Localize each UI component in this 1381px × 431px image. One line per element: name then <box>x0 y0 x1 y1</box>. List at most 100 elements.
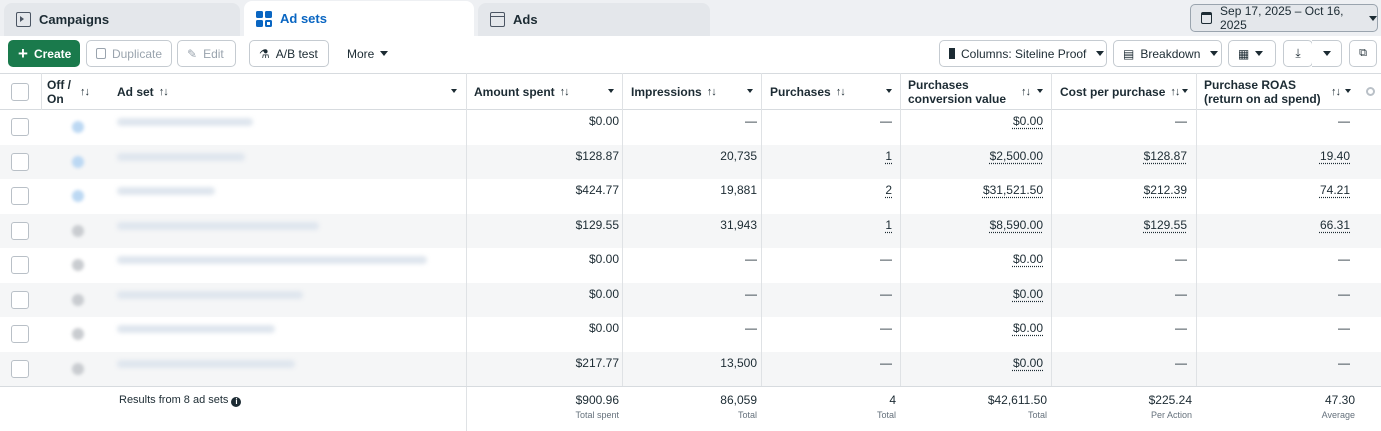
table-row[interactable]: $217.77 13,500 — $0.00 — — <box>0 351 1381 386</box>
table-row[interactable]: $128.87 20,735 1 $2,500.00 $128.87 19.40 <box>0 144 1381 179</box>
row-checkbox[interactable] <box>11 290 29 309</box>
row-checkbox[interactable] <box>11 359 29 378</box>
tab-ads[interactable]: Ads <box>478 3 710 36</box>
column-header-purchases-conversion-value[interactable]: Purchases conversion value ↑↓ <box>908 74 1051 110</box>
column-header-purchases[interactable]: Purchases ↑↓ <box>770 74 900 110</box>
calendar-icon <box>1201 12 1213 24</box>
row-checkbox[interactable] <box>11 152 29 171</box>
table-row[interactable]: $129.55 31,943 1 $8,590.00 $129.55 66.31 <box>0 213 1381 248</box>
amount-spent-cell: $424.77 <box>575 183 619 197</box>
delivery-toggle[interactable] <box>72 224 84 237</box>
tab-campaigns[interactable]: Campaigns <box>4 3 240 36</box>
column-divider <box>1196 73 1197 386</box>
ad-set-name-redacted[interactable] <box>117 118 253 126</box>
create-button[interactable]: + Create <box>8 40 80 67</box>
more-button[interactable]: More <box>337 40 397 67</box>
delivery-toggle[interactable] <box>72 362 84 375</box>
cost-per-purchase-cell: $129.55 <box>1143 217 1187 232</box>
ad-set-name-redacted[interactable] <box>117 221 319 230</box>
chevron-down-icon <box>1210 51 1219 56</box>
delivery-toggle[interactable] <box>72 121 84 133</box>
total-roas-caption: Average <box>1321 410 1355 420</box>
ab-test-button[interactable]: ⚗ A/B test <box>249 40 329 67</box>
tab-ad-sets[interactable]: Ad sets <box>244 1 474 36</box>
edit-button[interactable]: ✎ Edit <box>177 40 236 67</box>
tab-label: Campaigns <box>39 12 110 27</box>
date-range-label: Sep 17, 2025 – Oct 16, 2025 <box>1220 4 1344 32</box>
purchases-cell: 1 <box>885 217 892 232</box>
chevron-down-icon <box>380 51 389 56</box>
row-checkbox[interactable] <box>11 325 29 343</box>
reports-button[interactable]: ▦ <box>1228 40 1276 67</box>
delivery-toggle[interactable] <box>72 190 84 202</box>
table-row[interactable]: $0.00 — — $0.00 — — <box>0 282 1381 317</box>
purchases-cell: 1 <box>885 148 892 163</box>
ad-set-name-redacted[interactable] <box>117 256 427 264</box>
conversion-value-cell: $8,590.00 <box>989 217 1043 232</box>
download-icon: ⤓ <box>1295 46 1301 60</box>
table-row[interactable]: $0.00 — — $0.00 — — <box>0 110 1381 145</box>
columns-icon <box>949 48 955 59</box>
total-conversion-value-caption: Total <box>1027 410 1047 420</box>
row-checkbox[interactable] <box>11 187 29 205</box>
purchases-cell: — <box>880 321 892 335</box>
chevron-down-icon <box>608 89 614 93</box>
row-checkbox[interactable] <box>11 256 29 274</box>
ad-set-name-redacted[interactable] <box>117 152 245 161</box>
chevron-down-icon <box>1369 15 1377 21</box>
column-header-cost-per-purchase[interactable]: Cost per purchase ↑↓ <box>1060 74 1196 110</box>
charts-button[interactable]: ⧉ <box>1349 40 1377 67</box>
conversion-value-cell: $0.00 <box>1012 114 1043 128</box>
cost-per-purchase-cell: — <box>1175 286 1187 301</box>
roas-cell: 19.40 <box>1319 148 1350 163</box>
breakdown-icon: ▤ <box>1123 46 1135 61</box>
column-header-ad-set[interactable]: Ad set ↑↓ <box>117 74 465 110</box>
cost-per-purchase-cell: $212.39 <box>1143 183 1187 197</box>
columns-button[interactable]: Columns: Siteline Proof <box>939 40 1107 67</box>
conversion-value-cell: $31,521.50 <box>982 183 1043 197</box>
export-menu-button[interactable] <box>1312 40 1342 67</box>
breakdown-button[interactable]: ▤ Breakdown <box>1113 40 1222 67</box>
info-icon[interactable]: i <box>231 397 242 407</box>
table-row[interactable]: $424.77 19,881 2 $31,521.50 $212.39 74.21 <box>0 179 1381 214</box>
chevron-down-icon <box>1037 89 1043 93</box>
table-header: Off / On ↑↓ Ad set ↑↓ Amount spent ↑↓ Im… <box>0 73 1381 110</box>
ad-set-name-redacted[interactable] <box>117 290 303 299</box>
column-header-impressions[interactable]: Impressions ↑↓ <box>631 74 761 110</box>
impressions-cell: 20,735 <box>720 148 757 163</box>
more-label: More <box>347 46 375 61</box>
column-header-purchase-roas[interactable]: Purchase ROAS (return on ad spend) ↑↓ <box>1204 74 1359 110</box>
row-checkbox[interactable] <box>11 118 29 136</box>
cost-per-purchase-cell: — <box>1175 355 1187 370</box>
delivery-toggle[interactable] <box>72 328 84 340</box>
flask-icon: ⚗ <box>259 46 270 61</box>
chevron-down-icon <box>747 89 753 93</box>
ad-set-name-redacted[interactable] <box>117 187 215 195</box>
ad-set-name-redacted[interactable] <box>117 325 275 333</box>
impressions-cell: 19,881 <box>720 183 757 197</box>
select-all-checkbox[interactable] <box>11 83 29 101</box>
amount-spent-cell: $0.00 <box>588 252 619 266</box>
delivery-toggle[interactable] <box>72 293 84 306</box>
delivery-toggle[interactable] <box>72 155 84 168</box>
conversion-value-cell: $2,500.00 <box>989 148 1043 163</box>
column-header-amount-spent[interactable]: Amount spent ↑↓ <box>474 74 622 110</box>
cost-per-purchase-cell: — <box>1175 321 1187 335</box>
cost-per-purchase-cell: — <box>1175 252 1187 266</box>
duplicate-button[interactable]: Duplicate <box>86 40 172 67</box>
total-impressions-caption: Total <box>737 410 757 420</box>
tab-label: Ads <box>513 12 538 27</box>
roas-cell: — <box>1338 355 1350 370</box>
roas-cell: — <box>1338 321 1350 335</box>
date-range-picker[interactable]: Sep 17, 2025 – Oct 16, 2025 <box>1190 4 1378 32</box>
table-row[interactable]: $0.00 — — $0.00 — — <box>0 248 1381 283</box>
table-row[interactable]: $0.00 — — $0.00 — — <box>0 317 1381 352</box>
row-checkbox[interactable] <box>11 221 29 240</box>
column-header-off-on[interactable]: Off / On ↑↓ <box>47 74 97 110</box>
ads-icon <box>490 12 505 27</box>
export-button[interactable]: ⤓ <box>1283 40 1313 67</box>
column-settings-icon[interactable] <box>1366 87 1375 96</box>
ad-set-name-redacted[interactable] <box>117 359 295 368</box>
delivery-toggle[interactable] <box>72 259 84 271</box>
amount-spent-cell: $0.00 <box>588 286 619 301</box>
